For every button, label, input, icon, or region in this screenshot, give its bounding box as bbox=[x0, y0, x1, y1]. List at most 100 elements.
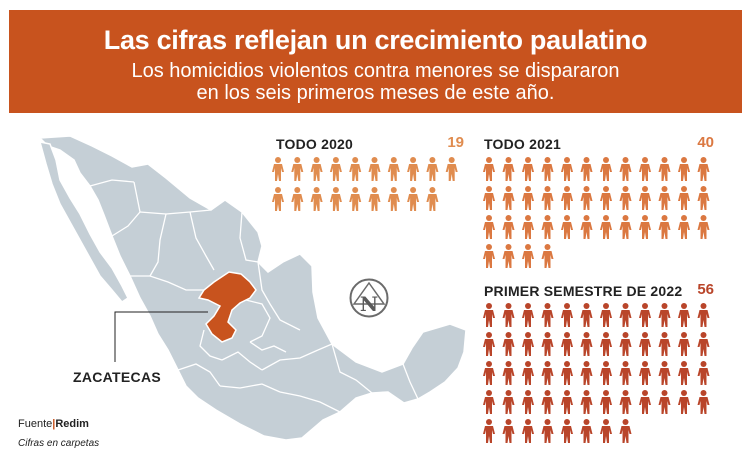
person-icon bbox=[658, 186, 671, 210]
person-icon bbox=[291, 157, 304, 181]
person-icon bbox=[483, 244, 495, 268]
person-icon bbox=[600, 157, 612, 181]
person-icon bbox=[561, 390, 573, 414]
person-icon bbox=[600, 361, 612, 385]
person-icon bbox=[349, 187, 362, 211]
figures-2020 bbox=[272, 157, 458, 211]
person-icon bbox=[658, 332, 671, 356]
label-2021: TODO 2021 bbox=[484, 136, 562, 152]
person-icon bbox=[639, 332, 651, 356]
person-icon bbox=[561, 157, 573, 181]
person-icon bbox=[600, 419, 612, 443]
person-icon bbox=[619, 157, 632, 181]
person-icon bbox=[483, 332, 495, 356]
person-icon bbox=[678, 303, 690, 327]
person-icon bbox=[561, 361, 573, 385]
person-icon bbox=[580, 186, 593, 210]
person-icon bbox=[697, 303, 710, 327]
count-2021: 40 bbox=[697, 134, 714, 151]
person-icon bbox=[272, 157, 284, 181]
person-icon bbox=[541, 332, 554, 356]
person-icon bbox=[368, 157, 381, 181]
person-icon bbox=[329, 157, 342, 181]
person-icon bbox=[483, 390, 495, 414]
person-icon bbox=[541, 186, 554, 210]
person-icon bbox=[310, 187, 323, 211]
person-icon bbox=[522, 157, 534, 181]
person-icon bbox=[291, 187, 304, 211]
person-icon bbox=[502, 157, 515, 181]
zacatecas-state bbox=[197, 271, 257, 343]
subtitle-line-2: en los seis primeros meses de este año. bbox=[196, 82, 555, 104]
person-icon bbox=[600, 390, 612, 414]
person-icon bbox=[600, 186, 612, 210]
figures-2021 bbox=[483, 157, 710, 268]
person-icon bbox=[522, 332, 534, 356]
person-icon bbox=[639, 215, 651, 239]
person-icon bbox=[600, 332, 612, 356]
person-icon bbox=[387, 187, 400, 211]
person-icon bbox=[639, 361, 651, 385]
person-icon bbox=[678, 186, 690, 210]
person-icon bbox=[658, 215, 671, 239]
person-icon bbox=[329, 187, 342, 211]
person-icon bbox=[678, 332, 690, 356]
person-icon bbox=[541, 244, 554, 268]
person-icon bbox=[697, 157, 710, 181]
person-icon bbox=[697, 361, 710, 385]
person-icon bbox=[426, 187, 439, 211]
person-icon bbox=[658, 390, 671, 414]
person-icon bbox=[678, 157, 690, 181]
person-icon bbox=[639, 157, 651, 181]
person-icon bbox=[561, 419, 573, 443]
person-icon bbox=[502, 303, 515, 327]
label-2020: TODO 2020 bbox=[276, 136, 354, 152]
person-icon bbox=[522, 215, 534, 239]
header-banner: Las cifras reflejan un crecimiento paula… bbox=[9, 10, 742, 113]
person-icon bbox=[600, 215, 612, 239]
person-icon bbox=[697, 186, 710, 210]
label-2022: PRIMER SEMESTRE DE 2022 bbox=[484, 283, 683, 299]
person-icon bbox=[619, 361, 632, 385]
person-icon bbox=[697, 390, 710, 414]
zacatecas-leader-line bbox=[114, 311, 208, 362]
person-icon bbox=[639, 186, 651, 210]
person-icon bbox=[561, 215, 573, 239]
title: Las cifras reflejan un crecimiento paula… bbox=[103, 25, 648, 55]
person-icon bbox=[580, 157, 593, 181]
person-icon bbox=[368, 187, 381, 211]
count-2020: 19 bbox=[447, 134, 464, 151]
person-icon bbox=[561, 186, 573, 210]
person-icon bbox=[580, 303, 593, 327]
count-2022: 56 bbox=[697, 281, 714, 298]
person-icon bbox=[541, 419, 554, 443]
person-icon bbox=[387, 157, 400, 181]
person-icon bbox=[639, 390, 651, 414]
person-icon bbox=[502, 419, 515, 443]
person-icon bbox=[522, 244, 534, 268]
person-icon bbox=[541, 303, 554, 327]
person-icon bbox=[502, 390, 515, 414]
person-icon bbox=[522, 186, 534, 210]
zacatecas-label: ZACATECAS bbox=[73, 369, 161, 385]
person-icon bbox=[561, 332, 573, 356]
logo-letter: N bbox=[360, 292, 378, 316]
person-icon bbox=[619, 303, 632, 327]
footnote: Cifras en carpetas bbox=[18, 438, 100, 449]
person-icon bbox=[639, 303, 651, 327]
person-icon bbox=[678, 390, 690, 414]
person-icon bbox=[407, 157, 420, 181]
person-icon bbox=[502, 186, 515, 210]
person-icon bbox=[678, 361, 690, 385]
baja-california bbox=[38, 141, 129, 303]
person-icon bbox=[445, 157, 458, 181]
person-icon bbox=[522, 303, 534, 327]
person-icon bbox=[541, 157, 554, 181]
person-icon bbox=[580, 390, 593, 414]
person-icon bbox=[502, 215, 515, 239]
person-icon bbox=[483, 157, 495, 181]
person-icon bbox=[600, 303, 612, 327]
person-icon bbox=[407, 187, 420, 211]
person-icon bbox=[483, 186, 495, 210]
person-icon bbox=[678, 215, 690, 239]
